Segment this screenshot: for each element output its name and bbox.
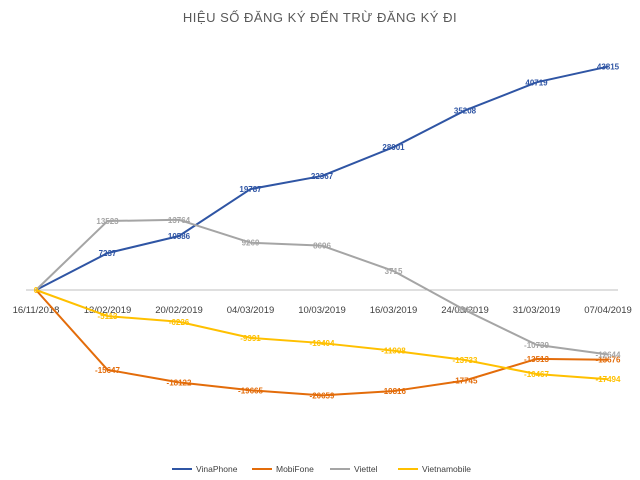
data-label: 10586: [168, 232, 191, 241]
series-line-vinaphone: [35, 65, 609, 291]
data-label: -19816: [381, 387, 406, 396]
series-line-mobifone: [35, 289, 609, 397]
x-tick-label: 04/03/2019: [227, 305, 275, 316]
legend-entry: Vietnamobile: [422, 464, 471, 474]
data-label: -17745: [453, 376, 478, 385]
x-tick-label: 16/03/2019: [370, 305, 418, 316]
data-label: 9269: [242, 239, 260, 248]
data-label: -10404: [310, 339, 335, 348]
data-label: 19787: [239, 185, 262, 194]
x-tick-label: 20/02/2019: [155, 305, 203, 316]
data-label: -12644: [596, 350, 621, 359]
legend: VinaPhone MobiFone Viettel Vietnamobile: [172, 464, 471, 474]
data-label: 28001: [382, 143, 405, 152]
data-label: -3952: [455, 306, 476, 315]
data-label: 40719: [525, 78, 548, 87]
legend-entry: Viettel: [354, 464, 378, 474]
series-line-viettel: [35, 218, 609, 356]
data-label: -6226: [169, 318, 190, 327]
x-tick-label: 16/11/2018: [13, 305, 60, 316]
data-label: -10739: [524, 341, 549, 350]
data-label: 22367: [311, 172, 334, 181]
data-label: 0: [34, 286, 39, 295]
series-line-vietnamobile: [35, 289, 609, 381]
data-label: -11908: [381, 347, 406, 356]
x-tick-label: 31/03/2019: [513, 305, 561, 316]
data-labels: 7237 10586 19787 22367 28001 35208 40719 43815 -…: [34, 63, 621, 401]
data-label: -19665: [238, 386, 263, 395]
data-label: -18122: [167, 378, 192, 387]
data-label: -15647: [95, 366, 120, 375]
data-label: 3715: [385, 267, 403, 276]
series-lines: [35, 65, 609, 397]
legend-entry: MobiFone: [276, 464, 314, 474]
data-label: -9391: [240, 334, 261, 343]
data-label: -13733: [453, 356, 478, 365]
data-label: 8696: [313, 242, 331, 251]
data-label: -5113: [97, 312, 118, 321]
data-label: 43815: [597, 63, 620, 72]
x-tick-label: 07/04/2019: [584, 305, 632, 316]
data-label: -13513: [524, 355, 549, 364]
chart-title: HIỆU SỐ ĐĂNG KÝ ĐẾN TRỪ ĐĂNG KÝ ĐI: [183, 10, 457, 25]
data-label: 13523: [96, 217, 119, 226]
data-label: 35208: [454, 106, 477, 115]
legend-entry: VinaPhone: [196, 464, 238, 474]
data-label: -16467: [524, 370, 549, 379]
data-label: 13764: [168, 216, 191, 225]
data-label: -13676: [596, 356, 621, 365]
data-label: -17494: [596, 375, 621, 384]
x-tick-label: 10/03/2019: [298, 305, 346, 316]
x-tick-label: 13/02/2019: [84, 305, 132, 316]
data-label: -20659: [310, 391, 335, 400]
data-label: 7237: [99, 249, 117, 258]
